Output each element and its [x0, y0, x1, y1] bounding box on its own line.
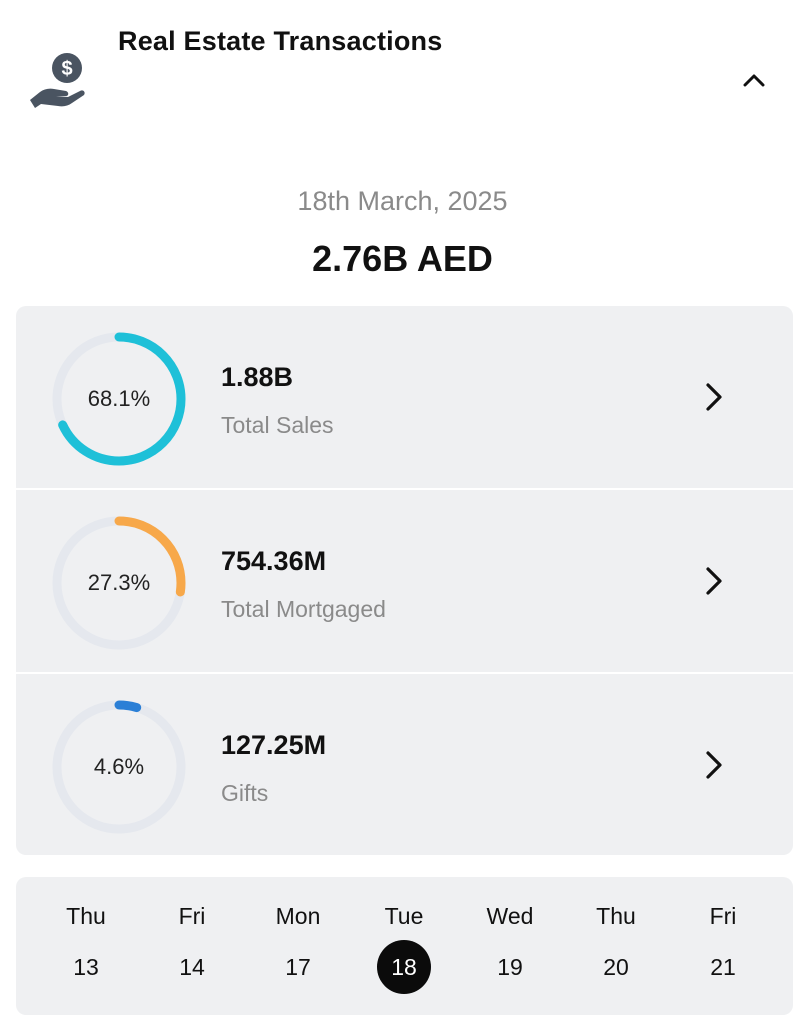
card-header: $ Real Estate Transactions — [0, 0, 805, 130]
day-item[interactable]: Tue 18 — [354, 877, 454, 1015]
day-date: 13 — [73, 953, 99, 980]
week-date-picker: Thu 13 Fri 14 Mon 17 Tue 18 Wed 19 Thu 2… — [16, 877, 793, 1015]
day-date: 19 — [497, 953, 523, 980]
card-title: Real Estate Transactions — [118, 26, 443, 56]
chevron-up-icon — [743, 74, 765, 87]
stat-value: 754.36M — [221, 546, 327, 576]
hand-holding-dollar-icon: $ — [30, 53, 85, 108]
donut-chart — [52, 516, 186, 650]
day-item[interactable]: Fri 14 — [142, 877, 242, 1015]
stat-row-total-mortgaged[interactable]: 27.3% 754.36M Total Mortgaged — [16, 490, 793, 672]
percent-label: 4.6% — [93, 754, 145, 779]
day-date: 21 — [710, 953, 736, 980]
day-item[interactable]: Thu 13 — [36, 877, 136, 1015]
chevron-right-icon — [706, 567, 722, 595]
collapse-button[interactable] — [732, 60, 776, 100]
stat-row-gifts[interactable]: 4.6% 127.25M Gifts — [16, 674, 793, 855]
stats-panel: 68.1% 1.88B Total Sales 27.3% 754.36M To… — [16, 306, 793, 855]
chevron-right-icon — [706, 751, 722, 779]
day-name: Wed — [486, 903, 534, 929]
selected-date: 18th March, 2025 — [297, 186, 508, 216]
donut-arc — [52, 332, 186, 466]
day-item[interactable]: Mon 17 — [248, 877, 348, 1015]
stat-value: 127.25M — [221, 730, 327, 760]
day-item[interactable]: Thu 20 — [566, 877, 666, 1015]
day-name: Fri — [178, 903, 206, 929]
stat-row-total-sales[interactable]: 68.1% 1.88B Total Sales — [16, 306, 793, 488]
day-name: Fri — [709, 903, 737, 929]
donut-arc — [52, 700, 186, 834]
day-item[interactable]: Wed 19 — [460, 877, 560, 1015]
stat-label: Gifts — [221, 780, 269, 806]
day-date: 14 — [179, 953, 205, 980]
stat-value: 1.88B — [221, 362, 294, 392]
day-name: Mon — [275, 903, 321, 929]
total-amount: 2.76B AED — [312, 238, 493, 279]
day-name: Thu — [66, 903, 106, 929]
donut-chart — [52, 700, 186, 834]
divider — [16, 488, 793, 490]
percent-label: 27.3% — [87, 570, 151, 595]
svg-text:$: $ — [61, 58, 72, 80]
chevron-right-icon — [706, 383, 722, 411]
percent-label: 68.1% — [87, 386, 151, 411]
day-item[interactable]: Fri 21 — [673, 877, 773, 1015]
divider — [16, 672, 793, 674]
stat-label: Total Mortgaged — [221, 596, 386, 622]
day-name: Tue — [384, 903, 424, 929]
donut-chart — [52, 332, 186, 466]
day-date: 20 — [603, 953, 629, 980]
day-date: 17 — [285, 953, 311, 980]
day-date: 18 — [377, 940, 431, 994]
donut-arc — [52, 516, 186, 650]
stat-label: Total Sales — [221, 412, 334, 438]
day-name: Thu — [596, 903, 636, 929]
